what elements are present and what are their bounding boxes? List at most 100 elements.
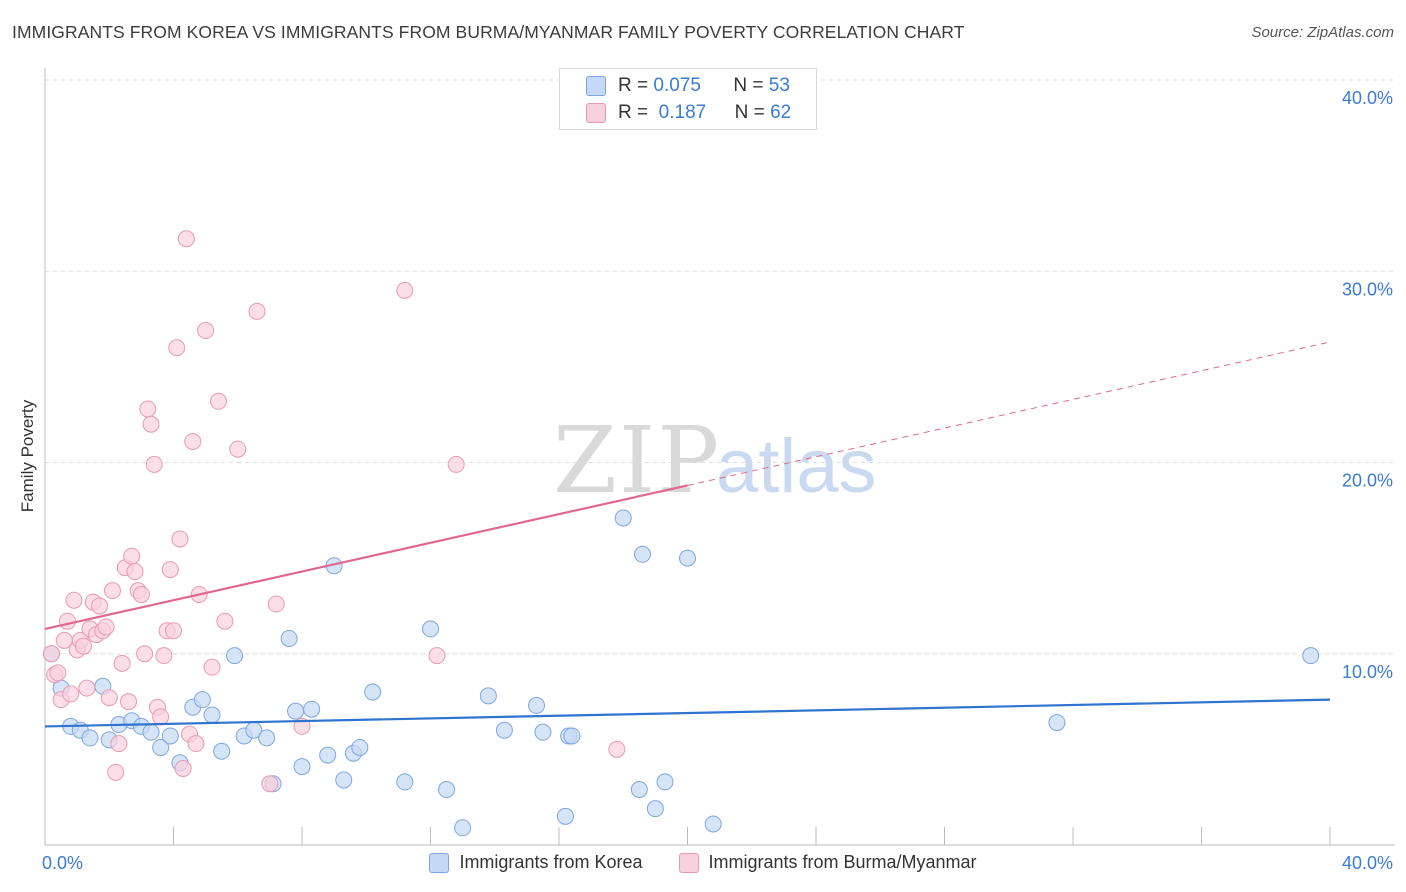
burma-point — [155, 647, 173, 665]
burma-point — [267, 595, 285, 613]
korea-point — [319, 746, 337, 764]
korea-point — [454, 819, 472, 837]
burma-trend-line — [44, 484, 688, 630]
burma-point — [97, 618, 115, 636]
burma-point — [103, 582, 121, 600]
korea-point — [556, 807, 574, 825]
burma-point — [203, 658, 221, 676]
burma-point — [184, 432, 202, 450]
korea-point — [280, 629, 298, 647]
legend-item-korea[interactable]: Immigrants from Korea — [429, 852, 643, 873]
burma-point — [91, 597, 109, 615]
korea-r-label: R = — [618, 75, 649, 96]
korea-point — [396, 773, 414, 791]
korea-point — [495, 721, 513, 739]
burma-point — [261, 775, 279, 793]
legend-korea-swatch — [429, 852, 450, 873]
burma-point — [428, 647, 446, 665]
legend-burma-swatch — [678, 852, 699, 873]
korea-point — [1048, 714, 1066, 732]
korea-point — [335, 771, 353, 789]
korea-point — [203, 706, 221, 724]
burma-point — [197, 322, 215, 340]
grid-lines — [45, 79, 1395, 655]
korea-point — [614, 509, 632, 527]
burma-point — [177, 230, 195, 248]
korea-point — [258, 729, 276, 747]
y-tick-label: 10.0% — [1342, 662, 1393, 682]
korea-point — [287, 702, 305, 720]
korea-point — [630, 781, 648, 799]
korea-point — [364, 683, 382, 701]
korea-point — [422, 620, 439, 638]
burma-point — [293, 717, 311, 735]
korea-n-value: 53 — [768, 75, 790, 96]
burma-point — [139, 400, 157, 418]
burma-point — [171, 530, 189, 548]
burma-point — [165, 622, 182, 640]
x-tick-label: 40.0% — [1342, 853, 1393, 873]
korea-point — [293, 758, 311, 776]
burma-point — [136, 645, 154, 663]
burma-point — [248, 302, 266, 320]
burma-point — [209, 392, 227, 410]
burma-point — [78, 679, 96, 697]
korea-n-label: N = — [733, 75, 764, 96]
korea-point — [193, 691, 211, 709]
burma-point — [132, 585, 150, 603]
korea-swatch — [586, 76, 606, 96]
burma-point — [49, 664, 67, 682]
korea-point — [1302, 647, 1320, 665]
burma-point — [229, 440, 247, 458]
korea-point — [152, 738, 170, 756]
korea-point — [528, 696, 546, 714]
burma-point — [58, 612, 76, 630]
watermark: ZIP atlas — [553, 407, 877, 514]
korea-point — [142, 723, 160, 741]
axes — [44, 68, 1395, 846]
korea-point — [704, 815, 722, 833]
legend-burma-label: Immigrants from Burma/Myanmar — [708, 852, 977, 872]
burma-point — [145, 455, 163, 473]
stats-row-burma: R = 0.187 N = 62 — [586, 100, 791, 126]
korea-point — [534, 723, 552, 741]
y-axis-label: Family Poverty — [18, 399, 37, 513]
burma-point — [396, 281, 414, 299]
series-legend: Immigrants from Korea Immigrants from Bu… — [0, 852, 1406, 873]
korea-point — [438, 781, 456, 799]
burma-point — [100, 689, 118, 707]
y-tick-label: 20.0% — [1342, 471, 1393, 491]
burma-point — [113, 654, 131, 672]
korea-point — [226, 647, 244, 665]
burma-point — [161, 561, 179, 579]
burma-point — [608, 740, 626, 758]
burma-point — [126, 563, 144, 581]
legend-korea-label: Immigrants from Korea — [459, 852, 643, 872]
burma-point — [216, 612, 234, 630]
watermark-zip: ZIP — [553, 407, 721, 514]
burma-swatch — [586, 103, 606, 123]
stats-legend: R = 0.075 N = 53 R = 0.187 N = 62 — [559, 68, 817, 130]
burma-point — [120, 693, 138, 711]
korea-point — [81, 729, 99, 747]
burma-n-label: N = — [734, 102, 765, 123]
burma-point — [62, 685, 80, 703]
korea-point — [634, 545, 652, 563]
korea-point — [351, 738, 369, 756]
legend-item-burma[interactable]: Immigrants from Burma/Myanmar — [678, 852, 977, 873]
tick-labels: 10.0% 20.0% 30.0% 40.0% 0.0% 40.0% — [42, 88, 1393, 873]
burma-point — [65, 591, 83, 609]
x-tick-label: 0.0% — [42, 853, 83, 873]
burma-n-value: 62 — [770, 102, 792, 123]
burma-r-label: R = — [618, 102, 649, 123]
watermark-atlas: atlas — [716, 424, 877, 509]
burma-point — [447, 455, 465, 473]
y-tick-label: 30.0% — [1342, 279, 1393, 299]
korea-r-value: 0.075 — [653, 75, 701, 96]
korea-point — [303, 700, 321, 718]
burma-point — [142, 415, 160, 433]
korea-point — [213, 742, 231, 760]
burma-point — [110, 735, 128, 753]
burma-point — [42, 645, 60, 663]
